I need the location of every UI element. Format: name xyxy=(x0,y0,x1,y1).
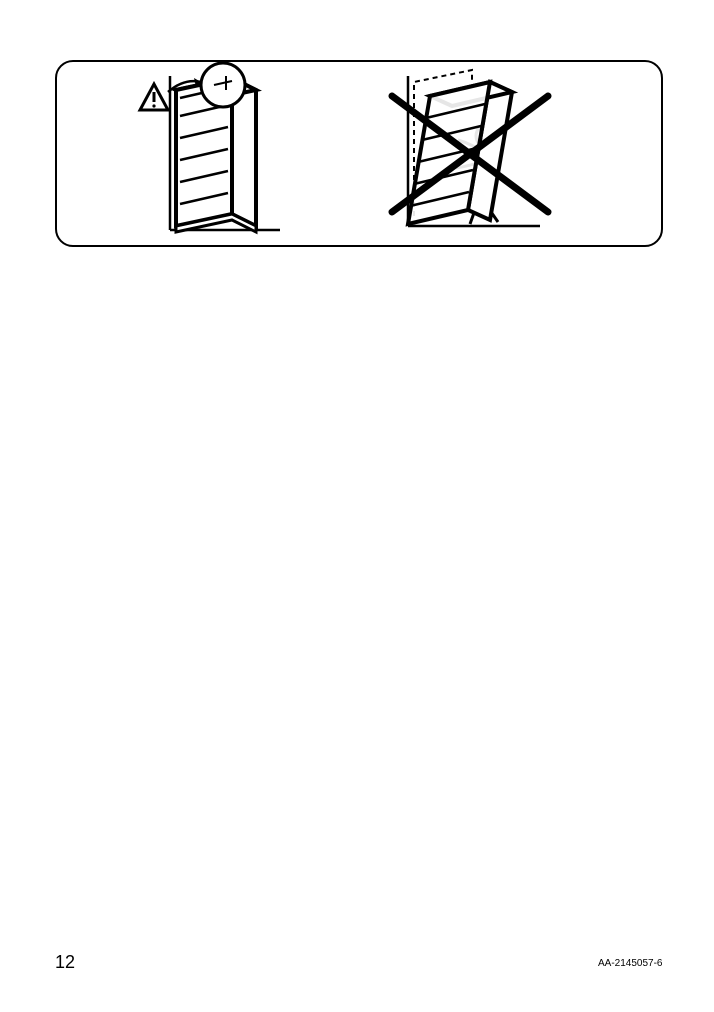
document-id: AA-2145057-6 xyxy=(598,958,663,969)
tilted-bookshelf xyxy=(408,82,512,224)
correct-figure xyxy=(140,63,280,232)
anchor-detail-callout xyxy=(201,63,245,107)
incorrect-figure xyxy=(392,70,548,226)
page: 12 AA-2145057-6 xyxy=(0,0,714,1012)
instruction-diagram xyxy=(0,0,714,1012)
page-number: 12 xyxy=(55,952,75,973)
